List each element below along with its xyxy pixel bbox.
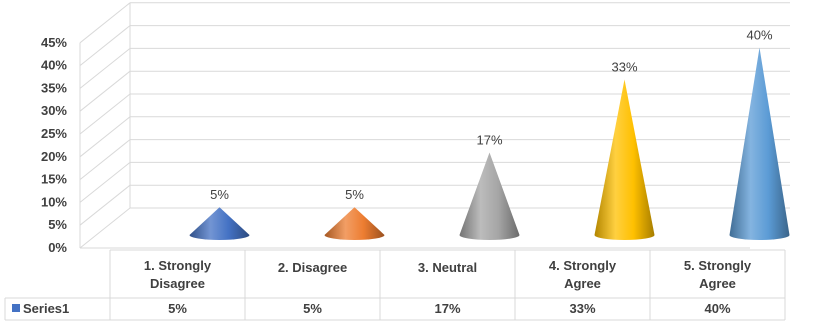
y-tick-label: 5%	[48, 217, 67, 232]
cone	[594, 79, 655, 241]
data-label: 40%	[746, 28, 772, 43]
gridline-diagonal	[79, 139, 131, 180]
gridline-diagonal	[79, 184, 131, 226]
data-labels: 5% 5% 17% 33% 40%	[210, 28, 773, 203]
axes	[79, 2, 750, 249]
table-value: 40%	[704, 301, 730, 316]
data-label: 17%	[476, 132, 502, 147]
gridline-diagonal	[79, 2, 131, 44]
cone	[729, 47, 790, 240]
y-tick-label: 0%	[48, 240, 67, 255]
cone-body	[459, 152, 520, 240]
legend-series-name: Series1	[23, 301, 69, 316]
legend-key	[12, 304, 20, 312]
category-label: 2. Disagree	[278, 260, 347, 275]
cone	[459, 152, 520, 240]
category-label: 5. Strongly Agree	[684, 258, 752, 291]
y-tick-label: 25%	[41, 126, 67, 141]
gridlines	[79, 2, 790, 249]
cone	[324, 207, 385, 240]
cones	[189, 47, 790, 241]
data-label: 33%	[611, 60, 637, 75]
y-axis-ticks: 0% 5% 10% 15% 20% 25% 30% 35% 40% 45%	[41, 35, 67, 255]
gridline-diagonal	[79, 48, 131, 89]
gridline-diagonal	[79, 93, 131, 135]
table-value: 33%	[569, 301, 595, 316]
data-table: 1. Strongly Disagree 2. Disagree 3. Neutral…	[4, 249, 786, 321]
data-label: 5%	[210, 187, 229, 202]
cone-body	[324, 207, 385, 240]
gridline-diagonal	[79, 25, 131, 66]
y-tick-label: 20%	[41, 149, 67, 164]
y-tick-label: 10%	[41, 194, 67, 209]
cone-body	[729, 47, 790, 240]
cone-body	[189, 207, 250, 240]
data-label: 5%	[345, 187, 364, 202]
gridline-diagonal	[79, 162, 131, 203]
y-tick-label: 15%	[41, 172, 67, 187]
table-value: 17%	[434, 301, 460, 316]
table-value: 5%	[168, 301, 187, 316]
gridline-diagonal	[79, 70, 131, 112]
category-label: 1. Strongly Disagree	[144, 258, 212, 291]
gridline-diagonal	[79, 116, 131, 158]
y-tick-label: 30%	[41, 103, 67, 118]
category-label: 4. Strongly Agree	[549, 258, 617, 291]
cone	[189, 207, 250, 240]
y-tick-label: 40%	[41, 58, 67, 73]
y-tick-label: 45%	[41, 35, 67, 50]
gridline-diagonal	[79, 207, 131, 249]
y-tick-label: 35%	[41, 80, 67, 95]
category-label: 3. Neutral	[418, 260, 477, 275]
cone-body	[594, 79, 655, 241]
table-value: 5%	[303, 301, 322, 316]
